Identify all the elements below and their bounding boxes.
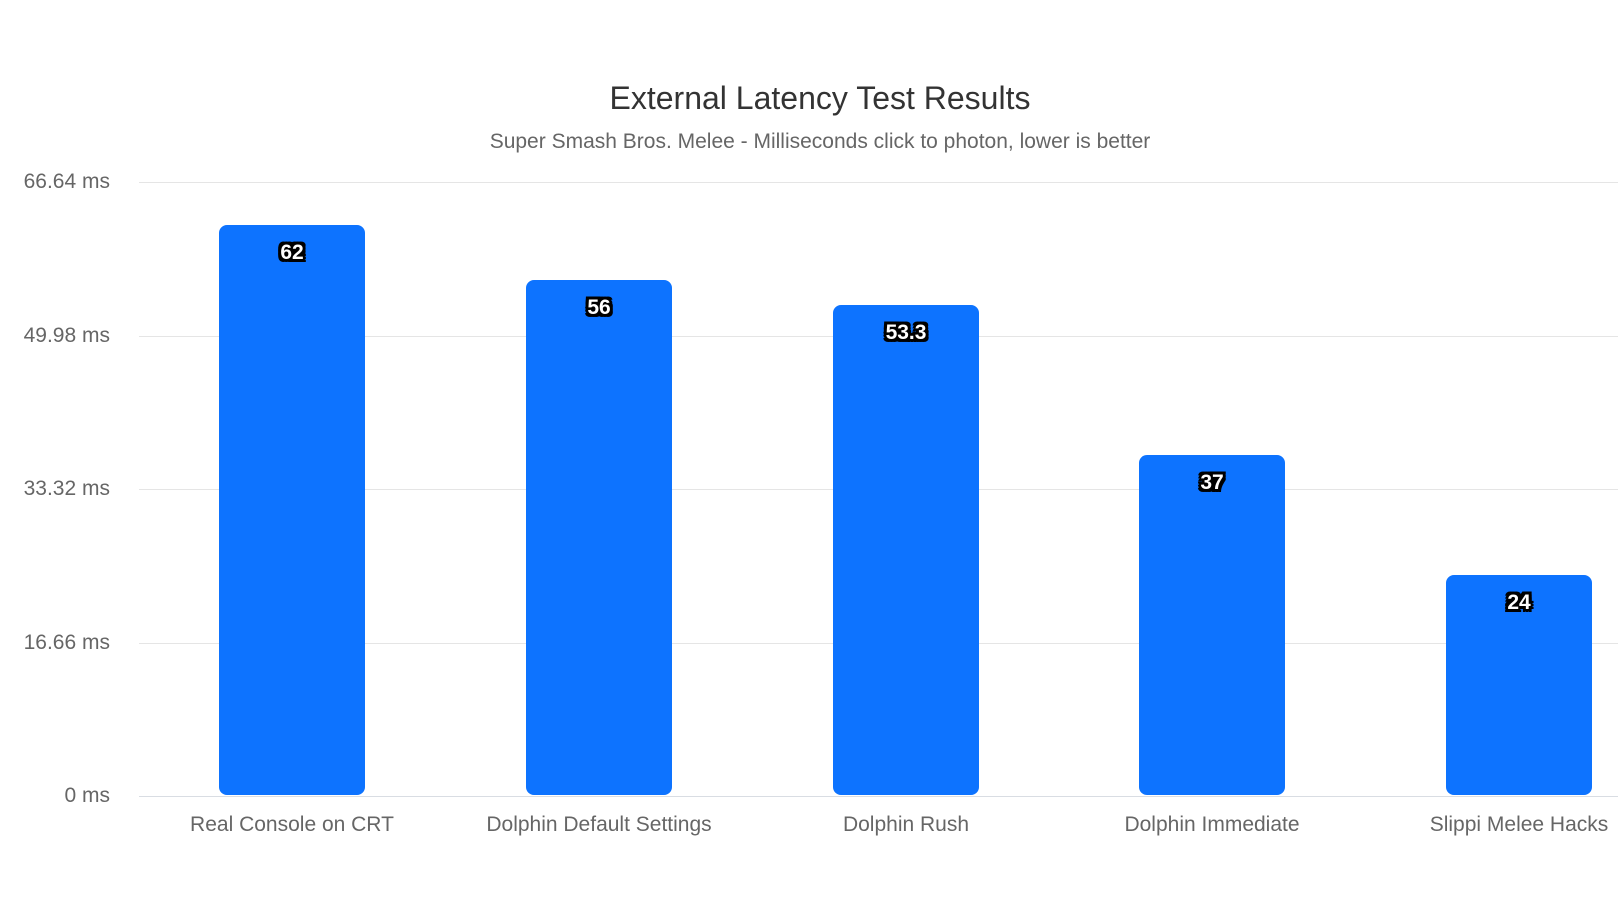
bar-value-label: 62 — [280, 241, 304, 264]
y-tick-label: 0 ms — [64, 784, 110, 807]
x-axis-label: Slippi Melee Hacks — [1429, 813, 1609, 836]
gridline — [139, 182, 1618, 183]
y-tick-label: 16.66 ms — [23, 631, 110, 654]
bar-value-label: 37 — [1200, 471, 1224, 494]
chart-title: External Latency Test Results — [609, 80, 1031, 116]
x-axis-label: Dolphin Immediate — [1124, 813, 1300, 836]
x-axis-label: Dolphin Rush — [842, 813, 970, 836]
y-tick-label: 49.98 ms — [23, 324, 110, 347]
bar: 37 — [1139, 455, 1285, 795]
bar: 56 — [526, 280, 672, 795]
y-tick-label: 66.64 ms — [23, 170, 110, 193]
x-axis-label: Dolphin Default Settings — [486, 813, 712, 836]
bar: 62 — [219, 225, 365, 795]
bar-value-label: 53.3 — [885, 321, 927, 344]
bar-value-label: 24 — [1507, 591, 1531, 614]
chart-subtitle: Super Smash Bros. Melee - Milliseconds c… — [489, 130, 1151, 153]
bar: 24 — [1446, 575, 1592, 795]
x-axis-baseline — [139, 796, 1618, 797]
bar: 53.3 — [833, 305, 979, 795]
y-tick-label: 33.32 ms — [23, 477, 110, 500]
bar-value-label: 56 — [587, 296, 611, 319]
x-axis-label: Real Console on CRT — [190, 813, 394, 836]
